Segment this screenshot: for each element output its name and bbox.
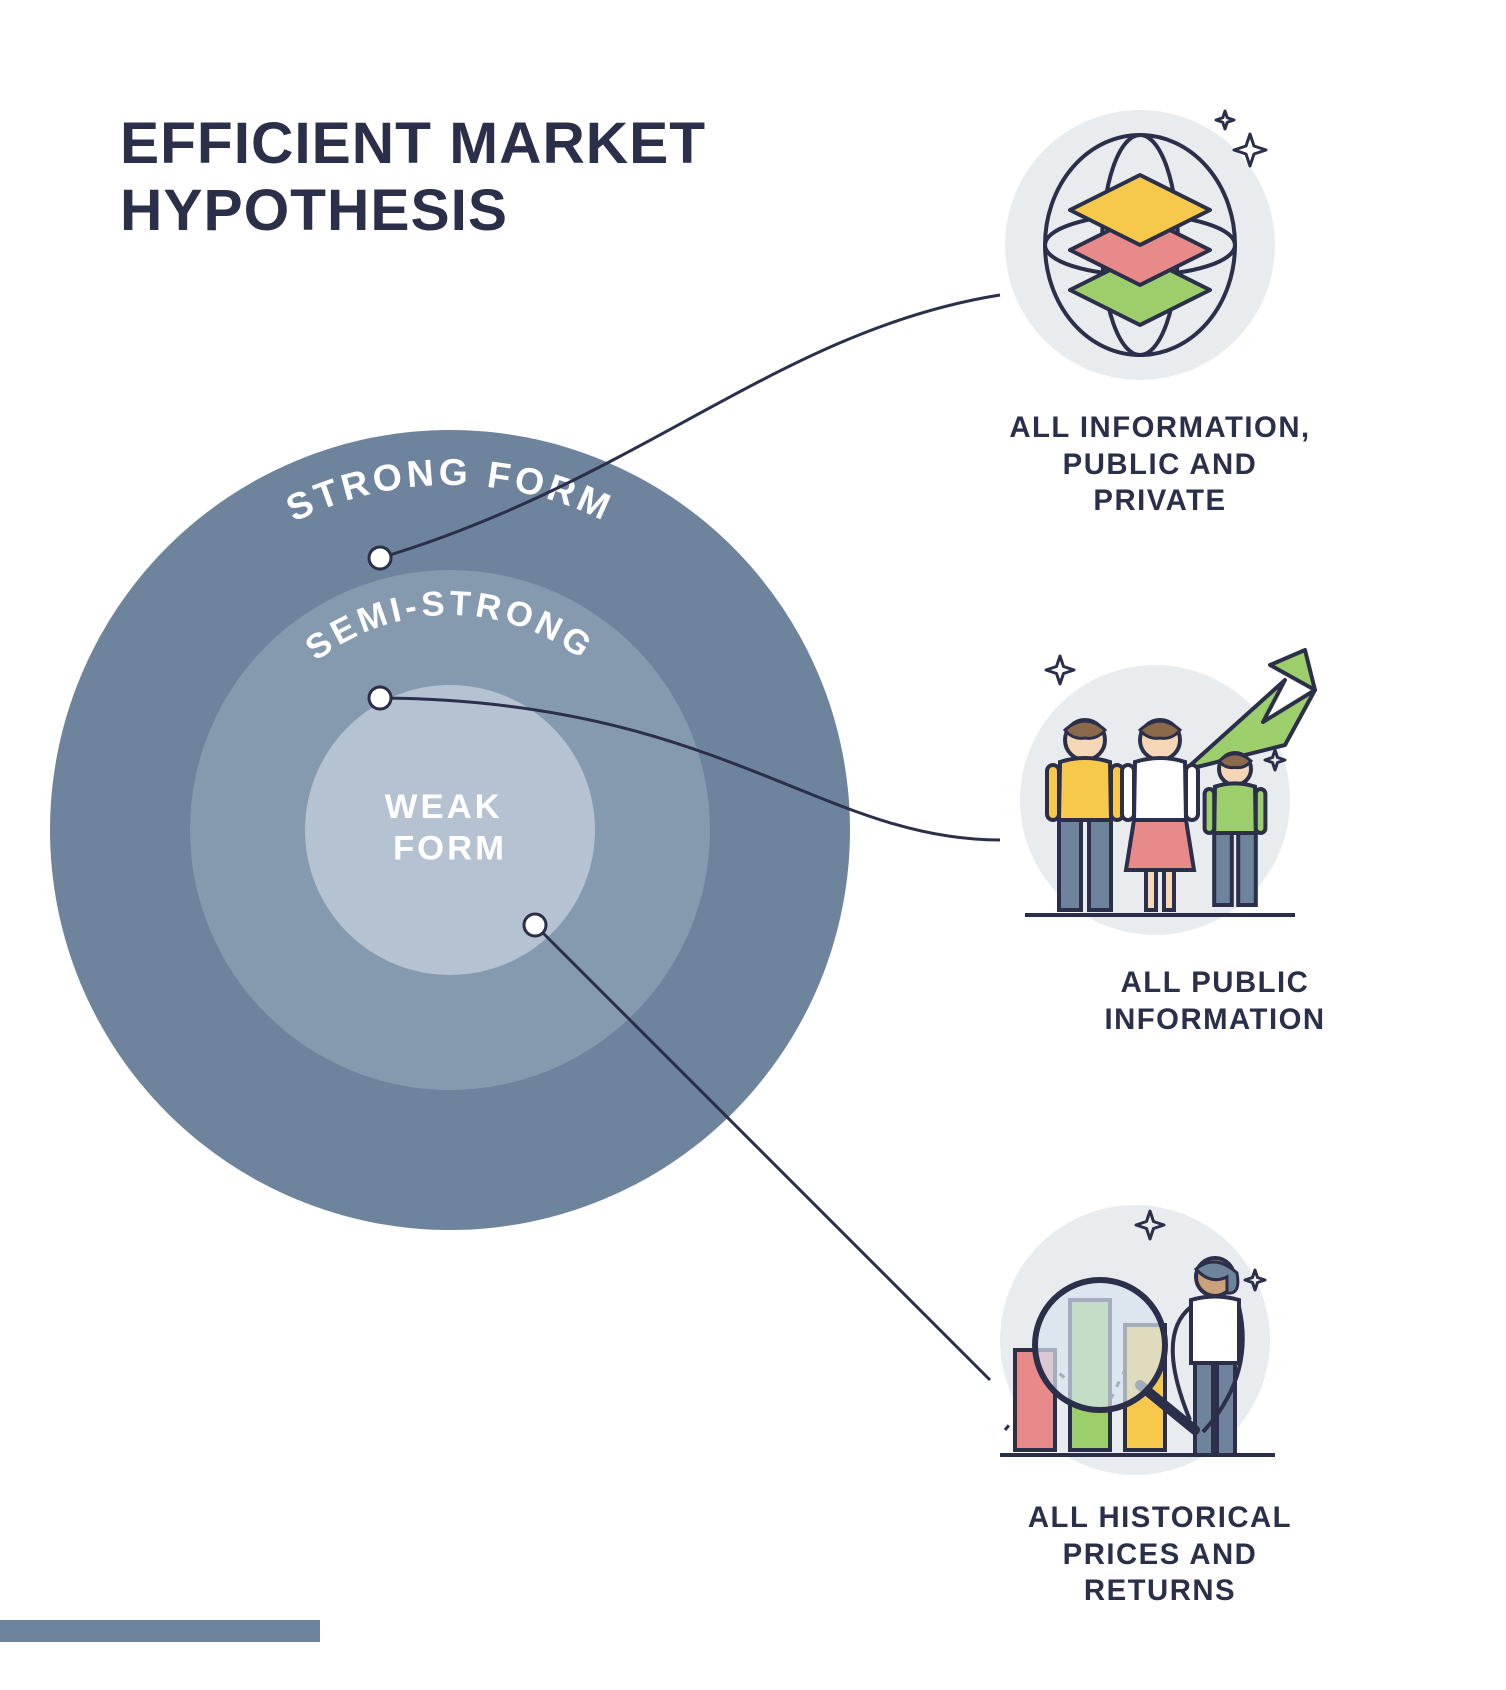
callout-strong-line1: ALL INFORMATION,	[1009, 411, 1310, 444]
circle-semi	[190, 570, 710, 1090]
dot-weak	[524, 914, 546, 936]
label-weak-form: WEAK FORM	[385, 788, 515, 868]
connector-semi	[380, 698, 1000, 840]
connector-weak	[535, 925, 990, 1380]
callout-label-weak: ALL HISTORICAL PRICES AND RETURNS	[1000, 1500, 1320, 1610]
connector-strong	[380, 295, 1000, 558]
concentric-circles	[50, 430, 850, 1230]
label-weak-line2: FORM	[393, 830, 507, 868]
connector-dots	[369, 547, 546, 936]
layers-globe-icon	[1045, 111, 1266, 355]
dot-strong	[369, 547, 391, 569]
icon-bg-semi	[1020, 665, 1290, 935]
label-semi-strong: SEMI-STRONG	[299, 585, 601, 668]
title-line1: EFFICIENT MARKET	[120, 111, 706, 176]
connectors	[380, 295, 1000, 1380]
analysis-magnifier-icon	[1000, 1211, 1275, 1455]
callout-strong-line2: PUBLIC AND PRIVATE	[1063, 448, 1258, 518]
page-title: EFFICIENT MARKET HYPOTHESIS	[120, 110, 706, 245]
circle-weak	[305, 685, 595, 975]
title-line2: HYPOTHESIS	[120, 178, 508, 243]
callout-label-semi: ALL PUBLIC INFORMATION	[1055, 965, 1375, 1038]
dot-semi	[369, 687, 391, 709]
callout-weak-line2: PRICES AND RETURNS	[1063, 1538, 1258, 1608]
icon-bg-strong	[1005, 110, 1275, 380]
circle-strong	[50, 430, 850, 1230]
callout-semi-line1: ALL PUBLIC	[1121, 966, 1310, 999]
people-arrow-icon	[1025, 650, 1315, 915]
label-strong-form: STRONG FORM	[280, 451, 620, 530]
emh-diagram: STRONG FORM SEMI-STRONG WEAK FORM	[0, 0, 1506, 1690]
callout-label-strong: ALL INFORMATION, PUBLIC AND PRIVATE	[1000, 410, 1320, 520]
icon-bg-weak	[1000, 1205, 1270, 1475]
callout-weak-line1: ALL HISTORICAL	[1028, 1501, 1292, 1534]
callout-semi-line2: INFORMATION	[1104, 1003, 1325, 1036]
label-weak-line1: WEAK	[385, 788, 503, 826]
footer-accent-bar	[0, 1620, 320, 1642]
